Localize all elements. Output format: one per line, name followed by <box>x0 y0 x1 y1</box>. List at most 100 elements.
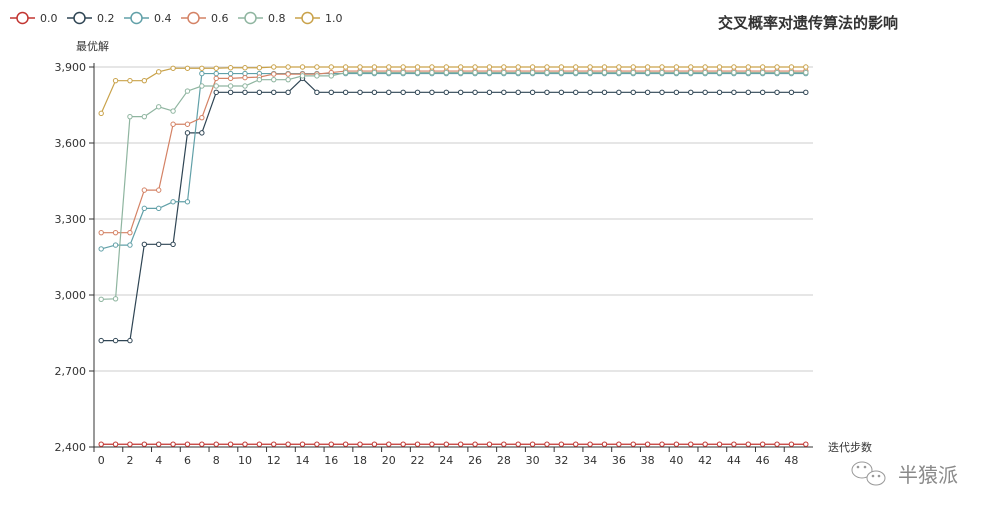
data-point <box>285 441 291 447</box>
data-point <box>112 77 119 84</box>
data-point <box>501 89 507 96</box>
series-0.0 <box>98 441 809 447</box>
data-point <box>616 69 622 76</box>
data-point <box>112 229 119 236</box>
data-point <box>673 64 680 70</box>
data-point <box>731 69 737 76</box>
y-tick-label: 2,700 <box>55 365 87 378</box>
data-point <box>486 64 493 70</box>
data-point <box>616 89 622 96</box>
data-point <box>759 64 766 70</box>
data-point <box>386 89 392 96</box>
data-point <box>112 296 119 302</box>
legend-item-0.8[interactable]: 0.8 <box>238 11 286 25</box>
data-point <box>630 64 636 70</box>
data-point <box>342 441 349 447</box>
legend-item-0.2[interactable]: 0.2 <box>67 11 115 25</box>
watermark: 半猿派 <box>851 461 958 487</box>
data-point <box>544 89 550 96</box>
x-tick-label: 30 <box>526 454 540 467</box>
data-point <box>774 441 780 447</box>
data-point <box>400 89 406 96</box>
data-point <box>443 441 450 447</box>
data-point <box>688 64 694 70</box>
legend-item-0.4[interactable]: 0.4 <box>124 11 172 25</box>
data-point <box>213 441 219 447</box>
legend-label: 0.8 <box>268 12 286 25</box>
data-point <box>644 441 651 447</box>
legend-marker-icon <box>301 11 314 25</box>
data-point <box>98 110 104 117</box>
data-point <box>616 64 622 70</box>
data-point <box>803 69 809 76</box>
data-point <box>271 76 277 83</box>
data-point <box>400 69 406 76</box>
data-point <box>342 69 349 76</box>
data-point <box>414 64 421 70</box>
data-point <box>156 205 162 212</box>
data-point <box>745 89 751 96</box>
data-point <box>501 64 507 70</box>
data-point <box>515 441 521 447</box>
data-point <box>299 441 306 447</box>
data-point <box>328 89 334 96</box>
data-point <box>285 64 291 70</box>
data-point <box>544 69 550 76</box>
data-point <box>213 75 219 82</box>
data-point <box>501 69 507 76</box>
data-point <box>400 441 406 447</box>
data-point <box>457 64 464 70</box>
data-point <box>227 441 234 447</box>
data-point <box>472 64 478 70</box>
data-point <box>601 64 608 70</box>
legend-item-0.0[interactable]: 0.0 <box>10 11 58 25</box>
data-point <box>256 441 263 447</box>
legend[interactable]: 0.0 0.2 0.4 0.6 0.8 1.0 <box>10 11 343 25</box>
data-point <box>170 65 176 71</box>
data-point <box>213 89 219 96</box>
data-point <box>759 69 766 76</box>
data-point <box>472 69 478 76</box>
legend-marker-icon <box>187 11 200 25</box>
watermark-text: 半猿派 <box>898 463 958 487</box>
data-point <box>803 64 809 70</box>
data-point <box>587 441 593 447</box>
data-point <box>242 441 248 447</box>
data-point <box>616 441 622 447</box>
data-point <box>688 69 694 76</box>
data-point <box>299 73 306 79</box>
data-point <box>573 64 579 70</box>
data-point <box>156 69 162 75</box>
data-point <box>285 71 291 77</box>
data-point <box>184 199 191 205</box>
data-point <box>357 441 363 447</box>
data-point <box>170 121 176 127</box>
data-point <box>227 89 234 96</box>
x-tick-label: 46 <box>756 454 770 467</box>
data-point <box>788 441 795 447</box>
data-point <box>127 441 133 447</box>
data-point <box>688 89 694 96</box>
data-point <box>98 246 104 252</box>
y-axis-label: 最优解 <box>76 39 109 53</box>
series-line <box>101 72 806 250</box>
data-point <box>515 89 521 96</box>
data-point <box>213 83 219 89</box>
data-point <box>184 441 191 447</box>
data-point <box>314 73 320 79</box>
data-point <box>386 441 392 447</box>
y-tick-label: 3,600 <box>55 137 87 150</box>
data-point <box>630 89 636 96</box>
series-0.6 <box>98 68 809 236</box>
data-point <box>414 89 421 96</box>
y-tick-label: 2,400 <box>55 441 87 454</box>
y-tick-label: 3,300 <box>55 213 87 226</box>
x-tick-label: 6 <box>184 454 191 467</box>
legend-item-0.6[interactable]: 0.6 <box>181 11 229 25</box>
data-point <box>141 241 148 248</box>
legend-item-1.0[interactable]: 1.0 <box>295 11 343 25</box>
data-point <box>573 69 579 76</box>
data-point <box>285 76 291 83</box>
data-point <box>328 64 334 70</box>
